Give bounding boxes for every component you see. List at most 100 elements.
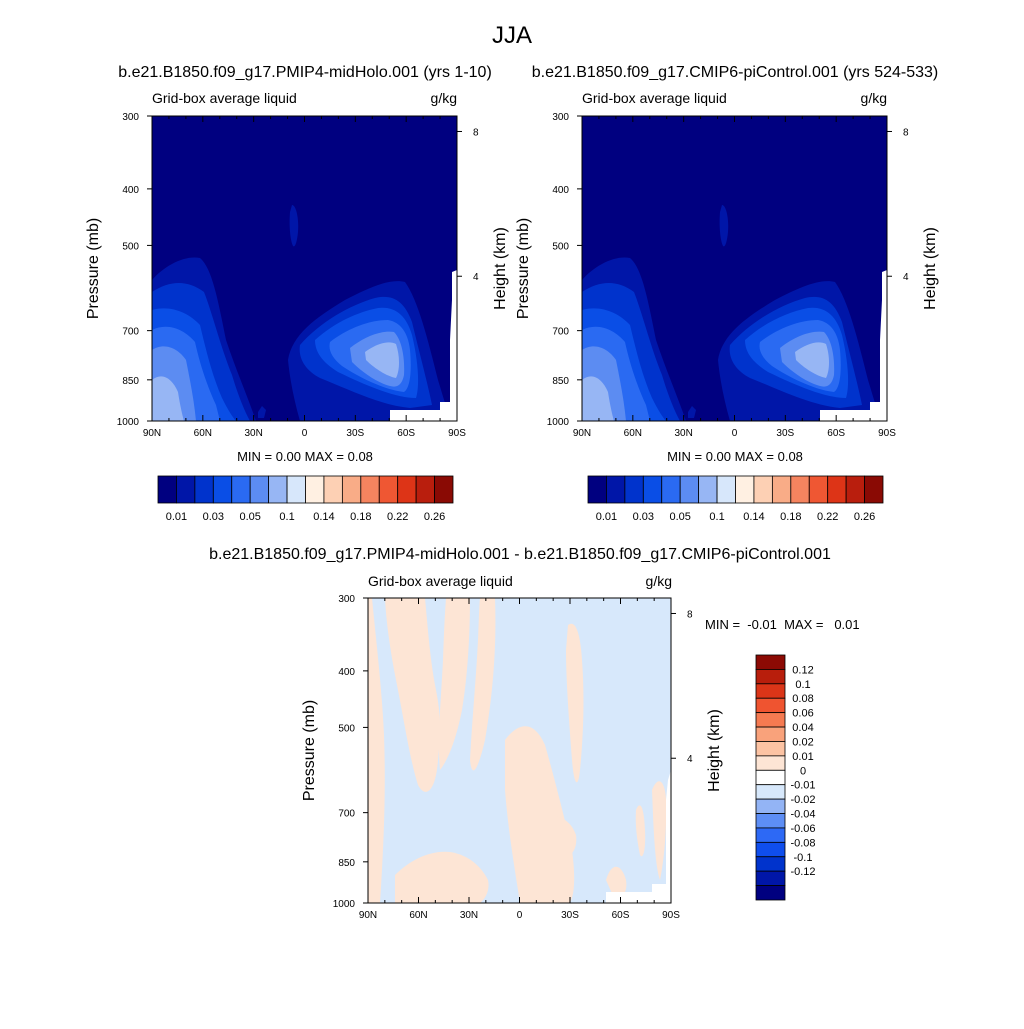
colorbar-box bbox=[249, 475, 270, 504]
colorbar-box bbox=[755, 669, 786, 685]
colorbar-box bbox=[755, 726, 786, 742]
colorbar-label: 0.22 bbox=[817, 511, 838, 523]
x-tick-label: 0 bbox=[517, 910, 523, 921]
colorbar-box bbox=[679, 475, 700, 504]
contour-level-positive bbox=[395, 851, 489, 903]
colorbar-label: 0.01 bbox=[596, 511, 617, 523]
colorbar-box bbox=[587, 475, 607, 504]
contour-level-1 bbox=[258, 406, 266, 418]
stats-label: MIN = -0.01 MAX = 0.01 bbox=[705, 617, 860, 632]
units-label: g/kg bbox=[431, 90, 457, 106]
y-tick-label: 1000 bbox=[117, 417, 140, 428]
y-right-axis-title: Height (km) bbox=[706, 709, 723, 792]
variable-label: Grid-box average liquid bbox=[368, 573, 513, 589]
panel-title: b.e21.B1850.f09_g17.PMIP4-midHolo.001 (y… bbox=[118, 64, 492, 81]
colorbar-box bbox=[397, 475, 417, 504]
y-tick-label: 1000 bbox=[333, 899, 356, 910]
stats-label: MIN = 0.00 MAX = 0.08 bbox=[237, 449, 373, 464]
panel-difference: b.e21.B1850.f09_g17.PMIP4-midHolo.001 - … bbox=[209, 546, 860, 921]
contour-level-positive bbox=[385, 598, 440, 792]
y-right-tick-label: 8 bbox=[473, 127, 479, 138]
colorbar-label: 0.05 bbox=[669, 511, 690, 523]
colorbar-label: 0.1 bbox=[795, 679, 810, 691]
colorbar-box bbox=[755, 813, 786, 829]
y-tick-label: 700 bbox=[338, 809, 355, 820]
main-title: JJA bbox=[492, 22, 532, 49]
x-tick-label: 90S bbox=[448, 428, 466, 439]
colorbar-box bbox=[286, 475, 306, 504]
colorbar-label: 0.06 bbox=[792, 708, 813, 720]
contour-level-6 bbox=[365, 342, 399, 378]
variable-label: Grid-box average liquid bbox=[582, 90, 727, 106]
colorbar-label: -0.08 bbox=[790, 837, 815, 849]
colorbar-box bbox=[753, 475, 773, 504]
colorbar-box bbox=[755, 870, 786, 886]
colorbar-label: 0.01 bbox=[792, 751, 813, 763]
colorbar-box bbox=[698, 475, 718, 504]
colorbar-box bbox=[755, 798, 786, 814]
stats-label: MIN = 0.00 MAX = 0.08 bbox=[667, 449, 803, 464]
x-tick-label: 90N bbox=[143, 428, 161, 439]
y-tick-label: 850 bbox=[552, 376, 569, 387]
x-tick-label: 90N bbox=[573, 428, 591, 439]
colorbar-box bbox=[176, 475, 196, 504]
y-tick-label: 500 bbox=[552, 241, 569, 252]
colorbar-label: 0.22 bbox=[387, 511, 408, 523]
colorbar-box bbox=[624, 475, 644, 504]
y-tick-label: 500 bbox=[122, 241, 139, 252]
colorbar-label: 0.14 bbox=[313, 511, 334, 523]
contour-level-positive bbox=[635, 805, 646, 857]
y-tick-label: 1000 bbox=[547, 417, 570, 428]
colorbar-box bbox=[378, 475, 399, 504]
colorbar-label: 0.18 bbox=[350, 511, 371, 523]
colorbar-box bbox=[755, 769, 786, 786]
colorbar-box bbox=[716, 475, 736, 504]
axes: 90N 60N 30N 0 30S 60S 90S 300 400 500 700 850 1000 8 4… bbox=[301, 594, 723, 921]
contour-level-1 bbox=[289, 205, 299, 247]
y-tick-label: 850 bbox=[122, 376, 139, 387]
contour-field bbox=[152, 116, 457, 421]
missing-region bbox=[390, 270, 457, 421]
y-tick-label: 400 bbox=[552, 185, 569, 196]
colorbar-label: 0.03 bbox=[203, 511, 224, 523]
y-tick-label: 850 bbox=[338, 858, 355, 869]
y-axis-title: Pressure (mb) bbox=[515, 218, 532, 319]
x-tick-label: 60N bbox=[194, 428, 212, 439]
colorbar-box bbox=[845, 475, 865, 504]
colorbar-label: 0.26 bbox=[854, 511, 875, 523]
panel-title: b.e21.B1850.f09_g17.PMIP4-midHolo.001 - … bbox=[209, 546, 831, 563]
y-right-tick-label: 4 bbox=[473, 272, 479, 283]
colorbar-box bbox=[755, 712, 786, 728]
x-tick-label: 90N bbox=[359, 910, 377, 921]
colorbar-label: 0.1 bbox=[709, 511, 724, 523]
colorbar-box bbox=[231, 475, 251, 504]
colorbar-box bbox=[755, 885, 786, 901]
y-right-axis-title: Height (km) bbox=[922, 227, 939, 310]
axes: 90N 60N 30N 0 30S 60S 90S 300 400 500 700 850 1000 8 4… bbox=[515, 112, 939, 464]
contour-field bbox=[368, 598, 671, 903]
x-tick-label: 60S bbox=[827, 428, 845, 439]
colorbar-label: 0.05 bbox=[239, 511, 260, 523]
contour-level-positive bbox=[470, 598, 496, 771]
x-tick-label: 30S bbox=[561, 910, 579, 921]
colorbar-label: 0.12 bbox=[792, 664, 813, 676]
colorbar-box bbox=[827, 475, 847, 504]
colorbar-label: 0.02 bbox=[792, 736, 813, 748]
colorbar-label: 0.01 bbox=[166, 511, 187, 523]
colorbar-box bbox=[755, 841, 786, 858]
x-tick-label: 30S bbox=[346, 428, 364, 439]
y-right-tick-label: 8 bbox=[687, 609, 693, 620]
y-right-tick-label: 4 bbox=[903, 272, 909, 283]
contour-field bbox=[582, 116, 887, 421]
colorbar-box bbox=[755, 654, 786, 670]
x-tick-label: 60S bbox=[397, 428, 415, 439]
x-tick-label: 60S bbox=[612, 910, 630, 921]
y-tick-label: 500 bbox=[338, 723, 355, 734]
colorbar-box bbox=[755, 856, 786, 872]
x-tick-label: 60N bbox=[409, 910, 427, 921]
colorbar-box bbox=[194, 475, 214, 504]
y-axis-title: Pressure (mb) bbox=[85, 218, 102, 319]
contour-level-positive bbox=[539, 816, 577, 859]
panel-midholo: b.e21.B1850.f09_g17.PMIP4-midHolo.001 (y… bbox=[85, 64, 509, 464]
